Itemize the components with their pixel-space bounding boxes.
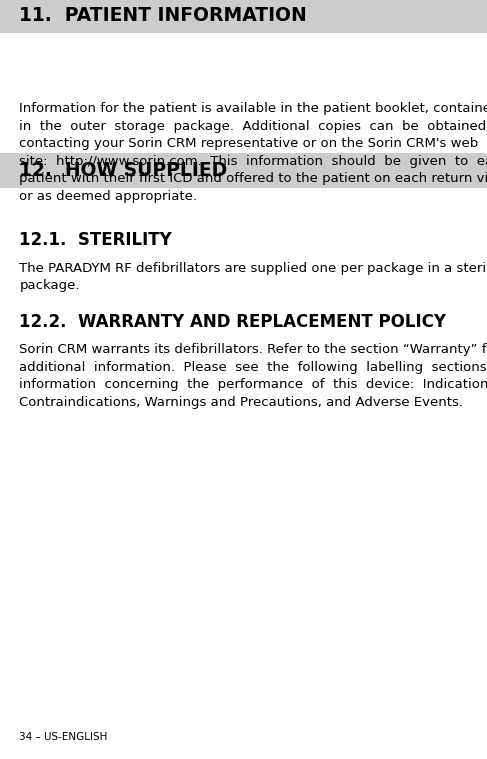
Text: 12.  HOW SUPPLIED: 12. HOW SUPPLIED xyxy=(19,161,228,181)
Text: The PARADYM RF defibrillators are supplied one per package in a sterile
package.: The PARADYM RF defibrillators are suppli… xyxy=(19,262,487,292)
Text: 11.  PATIENT INFORMATION: 11. PATIENT INFORMATION xyxy=(19,6,307,26)
Text: Sorin CRM warrants its defibrillators. Refer to the section “Warranty” for
addit: Sorin CRM warrants its defibrillators. R… xyxy=(19,343,487,408)
Text: 12.1.  STERILITY: 12.1. STERILITY xyxy=(19,231,172,250)
Text: 34 – US-ENGLISH: 34 – US-ENGLISH xyxy=(19,732,108,742)
Bar xyxy=(0,153,487,188)
Bar xyxy=(0,0,487,33)
Text: Information for the patient is available in the patient booklet, contained
in  t: Information for the patient is available… xyxy=(19,102,487,203)
Text: 12.2.  WARRANTY AND REPLACEMENT POLICY: 12.2. WARRANTY AND REPLACEMENT POLICY xyxy=(19,313,447,331)
